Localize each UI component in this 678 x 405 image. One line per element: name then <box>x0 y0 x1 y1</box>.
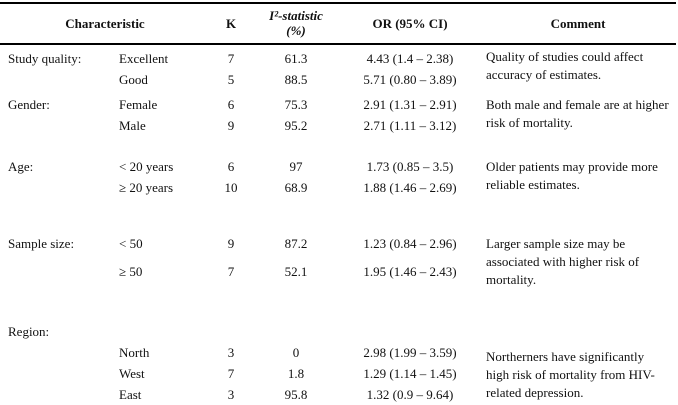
or-cell: 1.73 (0.85 – 3.5) <box>366 159 454 174</box>
table-row: Region: Northerners have significantly h… <box>0 321 676 400</box>
k-cell: 10 <box>224 180 238 195</box>
table-row: Good 5 88.5 5.71 (0.80 – 3.89) <box>0 69 676 90</box>
subgroup-cell: ≥ 20 years <box>119 180 174 195</box>
k-cell: 9 <box>227 236 235 251</box>
or-cell: 5.71 (0.80 – 3.89) <box>363 72 457 87</box>
k-cell: 5 <box>227 72 235 87</box>
table-row: Gender: Female 6 75.3 2.91 (1.31 – 2.91)… <box>0 94 676 130</box>
k-cell: 3 <box>227 387 235 402</box>
or-cell: 2.71 (1.11 – 3.12) <box>363 118 457 133</box>
empty-cell <box>113 321 480 342</box>
characteristic-label: Study quality: <box>8 51 82 66</box>
subgroup-cell: East <box>119 387 142 402</box>
subgroup-cell: < 20 years <box>119 159 174 174</box>
i2-header-line2: (%) <box>286 23 306 38</box>
i2-cell: 75.3 <box>284 97 308 112</box>
i2-cell: 1.8 <box>287 366 305 381</box>
subgroup-cell: Male <box>119 118 146 133</box>
i2-cell: 61.3 <box>284 51 308 66</box>
i2-cell: 68.9 <box>284 180 308 195</box>
characteristic-label: Region: <box>8 324 50 339</box>
table-header: Characteristic K I²-statistic (%) OR (95… <box>0 3 677 45</box>
group-gap <box>0 289 676 321</box>
col-header-comment: Comment <box>480 3 677 45</box>
i2-cell: 95.2 <box>284 118 308 133</box>
col-header-k: K <box>210 3 253 45</box>
k-cell: 7 <box>227 264 235 279</box>
comment-cell: Older patients may provide more reliable… <box>486 159 658 192</box>
subgroup-cell: Excellent <box>119 51 169 66</box>
characteristic-label: Gender: <box>8 97 50 112</box>
i2-header-line1: I²-statistic <box>269 8 323 23</box>
i2-cell: 52.1 <box>284 264 308 279</box>
subgroup-cell: Good <box>119 72 148 87</box>
or-cell: 1.95 (1.46 – 2.43) <box>363 264 457 279</box>
table-row: North 3 0 2.98 (1.99 – 3.59) <box>0 342 676 363</box>
k-cell: 7 <box>227 366 235 381</box>
k-cell: 9 <box>227 118 235 133</box>
subgroup-cell: < 50 <box>119 236 143 251</box>
table-row: East 3 95.8 1.32 (0.9 – 9.64) <box>0 384 676 405</box>
i2-cell: 88.5 <box>284 72 308 87</box>
or-cell: 1.88 (1.46 – 2.69) <box>363 180 457 195</box>
or-cell: 2.91 (1.31 – 2.91) <box>363 97 457 112</box>
or-cell: 4.43 (1.4 – 2.38) <box>366 51 454 66</box>
k-cell: 3 <box>227 345 235 360</box>
table-row: ≥ 50 7 52.1 1.95 (1.46 – 2.43) <box>0 261 676 289</box>
subgroup-cell: West <box>119 366 145 381</box>
col-header-i2-statistic: I²-statistic (%) <box>252 3 341 45</box>
i2-cell: 95.8 <box>284 387 308 402</box>
table-row: Age: < 20 years 6 97 1.73 (0.85 – 3.5) O… <box>0 156 676 192</box>
comment-cell: Larger sample size may be associated wit… <box>486 236 640 287</box>
subgroup-cell: Female <box>119 97 158 112</box>
header-row: Characteristic K I²-statistic (%) OR (95… <box>0 3 677 45</box>
or-cell: 2.98 (1.99 – 3.59) <box>363 345 457 360</box>
group-gap <box>0 136 676 156</box>
table-row: Male 9 95.2 2.71 (1.11 – 3.12) <box>0 115 676 136</box>
i2-cell: 0 <box>292 345 300 360</box>
k-cell: 6 <box>227 159 235 174</box>
group-gap <box>0 198 676 233</box>
table-row: Study quality: Excellent 7 61.3 4.43 (1.… <box>0 44 676 82</box>
characteristic-label: Age: <box>8 159 34 174</box>
subgroup-cell: ≥ 50 <box>119 264 143 279</box>
table-row: ≥ 20 years 10 68.9 1.88 (1.46 – 2.69) <box>0 177 676 198</box>
col-header-characteristic: Characteristic <box>0 3 211 45</box>
k-cell: 7 <box>227 51 235 66</box>
col-header-or-ci: OR (95% CI) <box>340 3 481 45</box>
or-cell: 1.29 (1.14 – 1.45) <box>363 366 457 381</box>
comment-cell: Both male and female are at higher risk … <box>486 97 669 130</box>
comment-cell: Quality of studies could affect accuracy… <box>486 49 644 82</box>
i2-cell: 97 <box>289 159 303 174</box>
table-row: Sample size: < 50 9 87.2 1.23 (0.84 – 2.… <box>0 233 676 287</box>
subgroup-cell: North <box>119 345 150 360</box>
i2-cell: 87.2 <box>284 236 308 251</box>
or-cell: 1.23 (0.84 – 2.96) <box>363 236 457 251</box>
table-row: West 7 1.8 1.29 (1.14 – 1.45) <box>0 363 676 384</box>
k-cell: 6 <box>227 97 235 112</box>
characteristic-label: Sample size: <box>8 236 75 251</box>
or-cell: 1.32 (0.9 – 9.64) <box>366 387 454 402</box>
comment-cell: Northerners have significantly high risk… <box>486 348 655 400</box>
